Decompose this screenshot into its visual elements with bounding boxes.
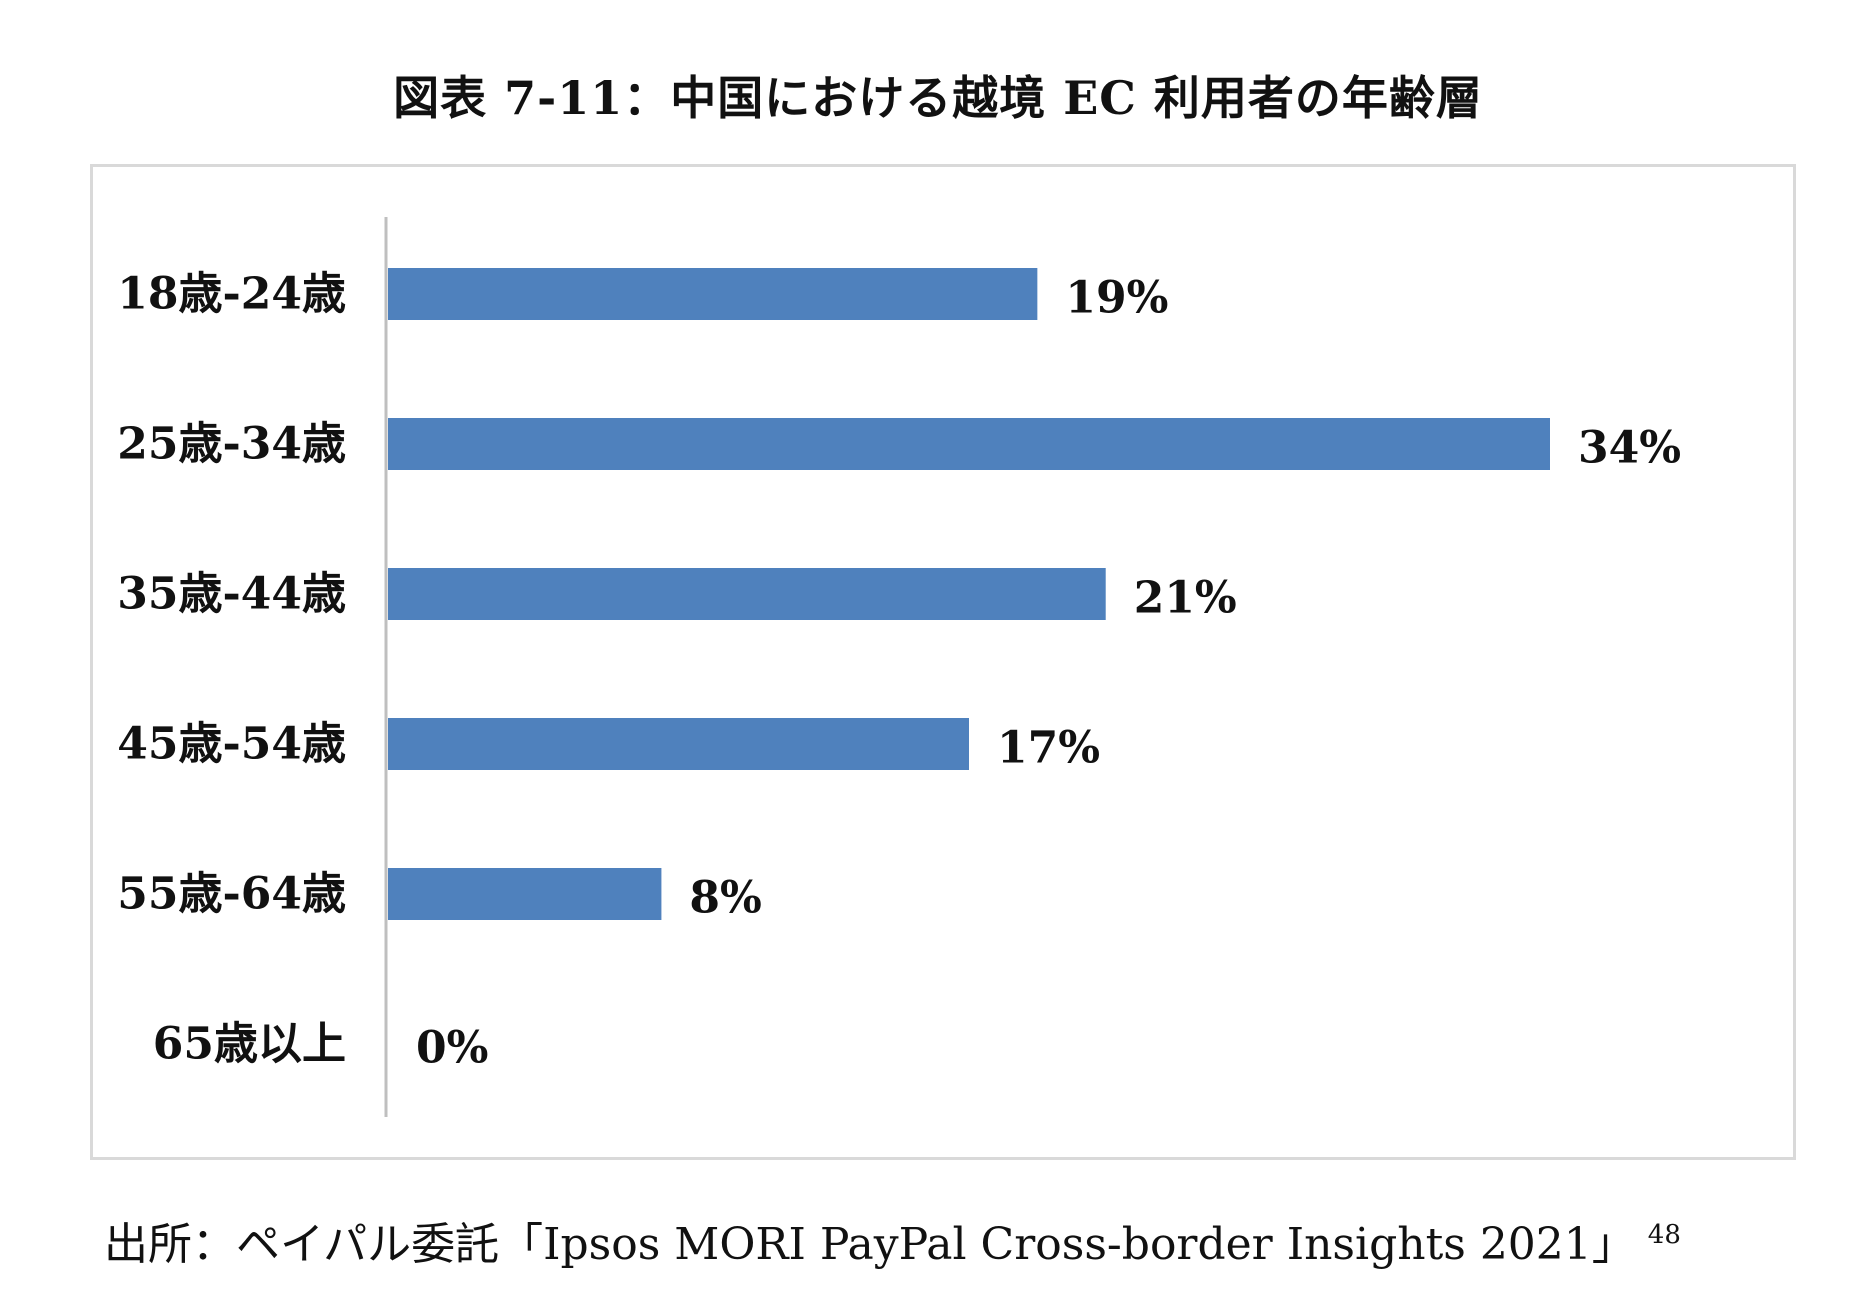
bar [388, 718, 969, 770]
category-label: 35歳-44歳 [117, 569, 346, 620]
bar [388, 268, 1038, 320]
source-note: 出所：ペイパル委託「Ipsos MORI PayPal Cross-border… [104, 1208, 1681, 1272]
bar-chart: 18歳-24歳 19% 25歳-34歳 34% 35歳-44歳 21% 45歳-54歳 17%… [117, 217, 1681, 1117]
chart-title: 図表 7-11：中国における越境 EC 利用者の年齢層 [393, 71, 1483, 125]
data-label: 19% [1065, 273, 1168, 324]
source-text: 出所：ペイパル委託「Ipsos MORI PayPal Cross-border… [104, 1219, 1636, 1270]
category-label: 25歳-34歳 [117, 419, 346, 470]
data-label: 0% [416, 1023, 488, 1074]
data-label: 34% [1578, 423, 1681, 474]
footnote-marker: 48 [1647, 1220, 1681, 1251]
data-label: 8% [689, 873, 761, 924]
category-label: 65歳以上 [153, 1019, 346, 1070]
data-label: 17% [997, 723, 1100, 774]
category-label: 45歳-54歳 [117, 719, 346, 770]
bar [388, 568, 1106, 620]
category-label: 55歳-64歳 [117, 869, 346, 920]
chart-frame: 18歳-24歳 19% 25歳-34歳 34% 35歳-44歳 21% 45歳-54歳 17%… [90, 164, 1796, 1160]
bar [388, 418, 1550, 470]
data-label: 21% [1134, 573, 1237, 624]
bar [388, 868, 662, 920]
category-label: 18歳-24歳 [117, 269, 346, 320]
